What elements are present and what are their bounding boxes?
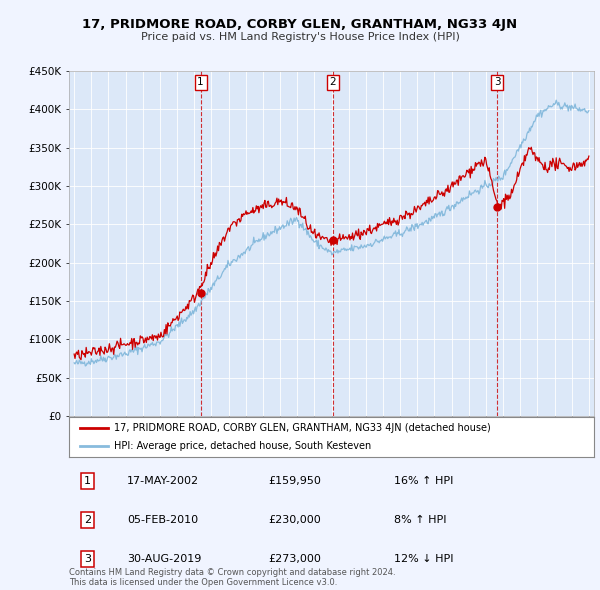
Text: 3: 3 <box>84 555 91 564</box>
Text: 17, PRIDMORE ROAD, CORBY GLEN, GRANTHAM, NG33 4JN (detached house): 17, PRIDMORE ROAD, CORBY GLEN, GRANTHAM,… <box>113 424 490 434</box>
Text: 8% ↑ HPI: 8% ↑ HPI <box>395 516 447 525</box>
Text: 1: 1 <box>84 476 91 486</box>
Text: £159,950: £159,950 <box>269 476 322 486</box>
Text: 2: 2 <box>84 516 91 525</box>
Text: HPI: Average price, detached house, South Kesteven: HPI: Average price, detached house, Sout… <box>113 441 371 451</box>
Text: 1: 1 <box>197 77 204 87</box>
Text: 17, PRIDMORE ROAD, CORBY GLEN, GRANTHAM, NG33 4JN: 17, PRIDMORE ROAD, CORBY GLEN, GRANTHAM,… <box>82 18 518 31</box>
Text: 05-FEB-2010: 05-FEB-2010 <box>127 516 198 525</box>
Text: 3: 3 <box>494 77 500 87</box>
Text: 16% ↑ HPI: 16% ↑ HPI <box>395 476 454 486</box>
Text: 12% ↓ HPI: 12% ↓ HPI <box>395 555 454 564</box>
Text: 17-MAY-2002: 17-MAY-2002 <box>127 476 199 486</box>
Text: Contains HM Land Registry data © Crown copyright and database right 2024.: Contains HM Land Registry data © Crown c… <box>69 568 395 577</box>
Text: Price paid vs. HM Land Registry's House Price Index (HPI): Price paid vs. HM Land Registry's House … <box>140 32 460 42</box>
Text: 30-AUG-2019: 30-AUG-2019 <box>127 555 201 564</box>
Text: This data is licensed under the Open Government Licence v3.0.: This data is licensed under the Open Gov… <box>69 578 337 587</box>
Text: £230,000: £230,000 <box>269 516 321 525</box>
Text: 2: 2 <box>330 77 337 87</box>
Text: £273,000: £273,000 <box>269 555 322 564</box>
